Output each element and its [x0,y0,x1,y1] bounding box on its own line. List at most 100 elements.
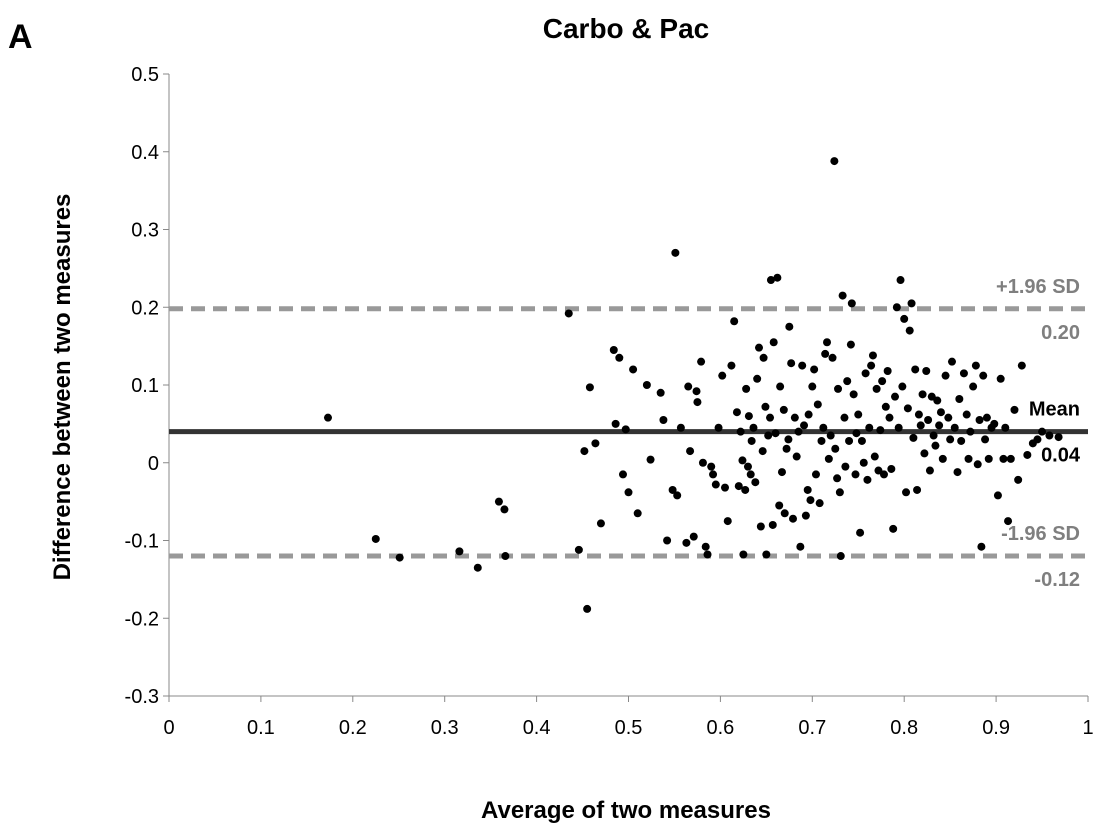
data-point [863,475,872,484]
data-point [753,374,762,383]
data-point [803,485,812,494]
data-point [1045,431,1054,440]
data-point [957,436,966,445]
data-point [859,458,868,467]
data-point [1001,423,1010,432]
data-point [727,361,736,370]
data-points [323,157,1063,613]
data-point [936,408,945,417]
data-point [847,299,856,308]
data-point [668,485,677,494]
y-tick-label: -0.3 [125,686,159,708]
data-point [773,273,782,282]
data-point [759,353,768,362]
data-point [826,431,835,440]
data-point [933,396,942,405]
y-tick-label: 0.3 [131,220,159,242]
data-point [868,351,877,360]
data-point [947,357,956,366]
data-point [817,436,826,445]
data-point [671,248,680,257]
data-point [990,419,999,428]
data-point [894,423,903,432]
data-point [964,454,973,463]
data-point [709,470,718,479]
data-point [736,427,745,436]
data-point [794,427,803,436]
data-point [914,410,923,419]
data-point [732,408,741,417]
data-point [979,371,988,380]
data-point [771,429,780,438]
data-point [1023,450,1032,459]
data-point [747,436,756,445]
data-point [494,497,503,506]
data-point [999,454,1008,463]
data-point [806,496,815,505]
data-point [993,491,1002,500]
data-point [1014,475,1023,484]
reference-line-name: Mean [1029,399,1080,421]
data-point [1017,361,1026,370]
data-point [618,470,627,479]
reference-line-name: +1.96 SD [996,276,1080,298]
data-point [902,488,911,497]
data-point [938,454,947,463]
data-point [843,377,852,386]
data-point [742,384,751,393]
data-point [646,455,655,464]
data-point [395,553,404,562]
data-point [615,353,624,362]
data-point [849,390,858,399]
data-point [798,361,807,370]
data-point [984,454,993,463]
data-point [500,505,509,514]
data-point [1010,405,1019,414]
data-point [959,369,968,378]
data-point [762,550,771,559]
reference-line-value: -0.12 [1034,569,1080,591]
data-point [682,538,691,547]
data-point [971,361,980,370]
data-point [833,474,842,483]
data-point [768,520,777,529]
data-point [633,509,642,518]
x-axis-title: Average of two measures [481,797,771,824]
data-point [828,353,837,362]
y-tick-label: 0 [148,453,159,475]
data-point [834,384,843,393]
data-point [889,524,898,533]
data-point [925,466,934,475]
data-point [473,563,482,572]
data-point [796,542,805,551]
data-point [867,361,876,370]
data-point [941,371,950,380]
data-point [711,480,720,489]
data-point [785,322,794,331]
data-point [808,382,817,391]
data-point [920,449,929,458]
data-point [841,462,850,471]
data-point [800,421,809,430]
data-point [692,387,701,396]
data-point [663,536,672,545]
data-point [703,550,712,559]
y-ticks: 0.5 0.4 0.3 0.2 0.1 0 -0.1 -0.2 -0.3 [125,64,169,708]
y-tick-label: 0.1 [131,375,159,397]
reference-line-value: 0.20 [1041,322,1080,344]
data-point [852,429,861,438]
data-point [591,439,600,448]
data-point [761,402,770,411]
data-point [935,421,944,430]
data-point [918,390,927,399]
data-point [876,426,885,435]
data-point [775,501,784,510]
data-point [596,519,605,528]
data-point [804,410,813,419]
axes [168,74,1088,697]
data-point [969,382,978,391]
data-point [734,482,743,491]
data-point [950,423,959,432]
data-point [865,423,874,432]
data-point [790,413,799,422]
